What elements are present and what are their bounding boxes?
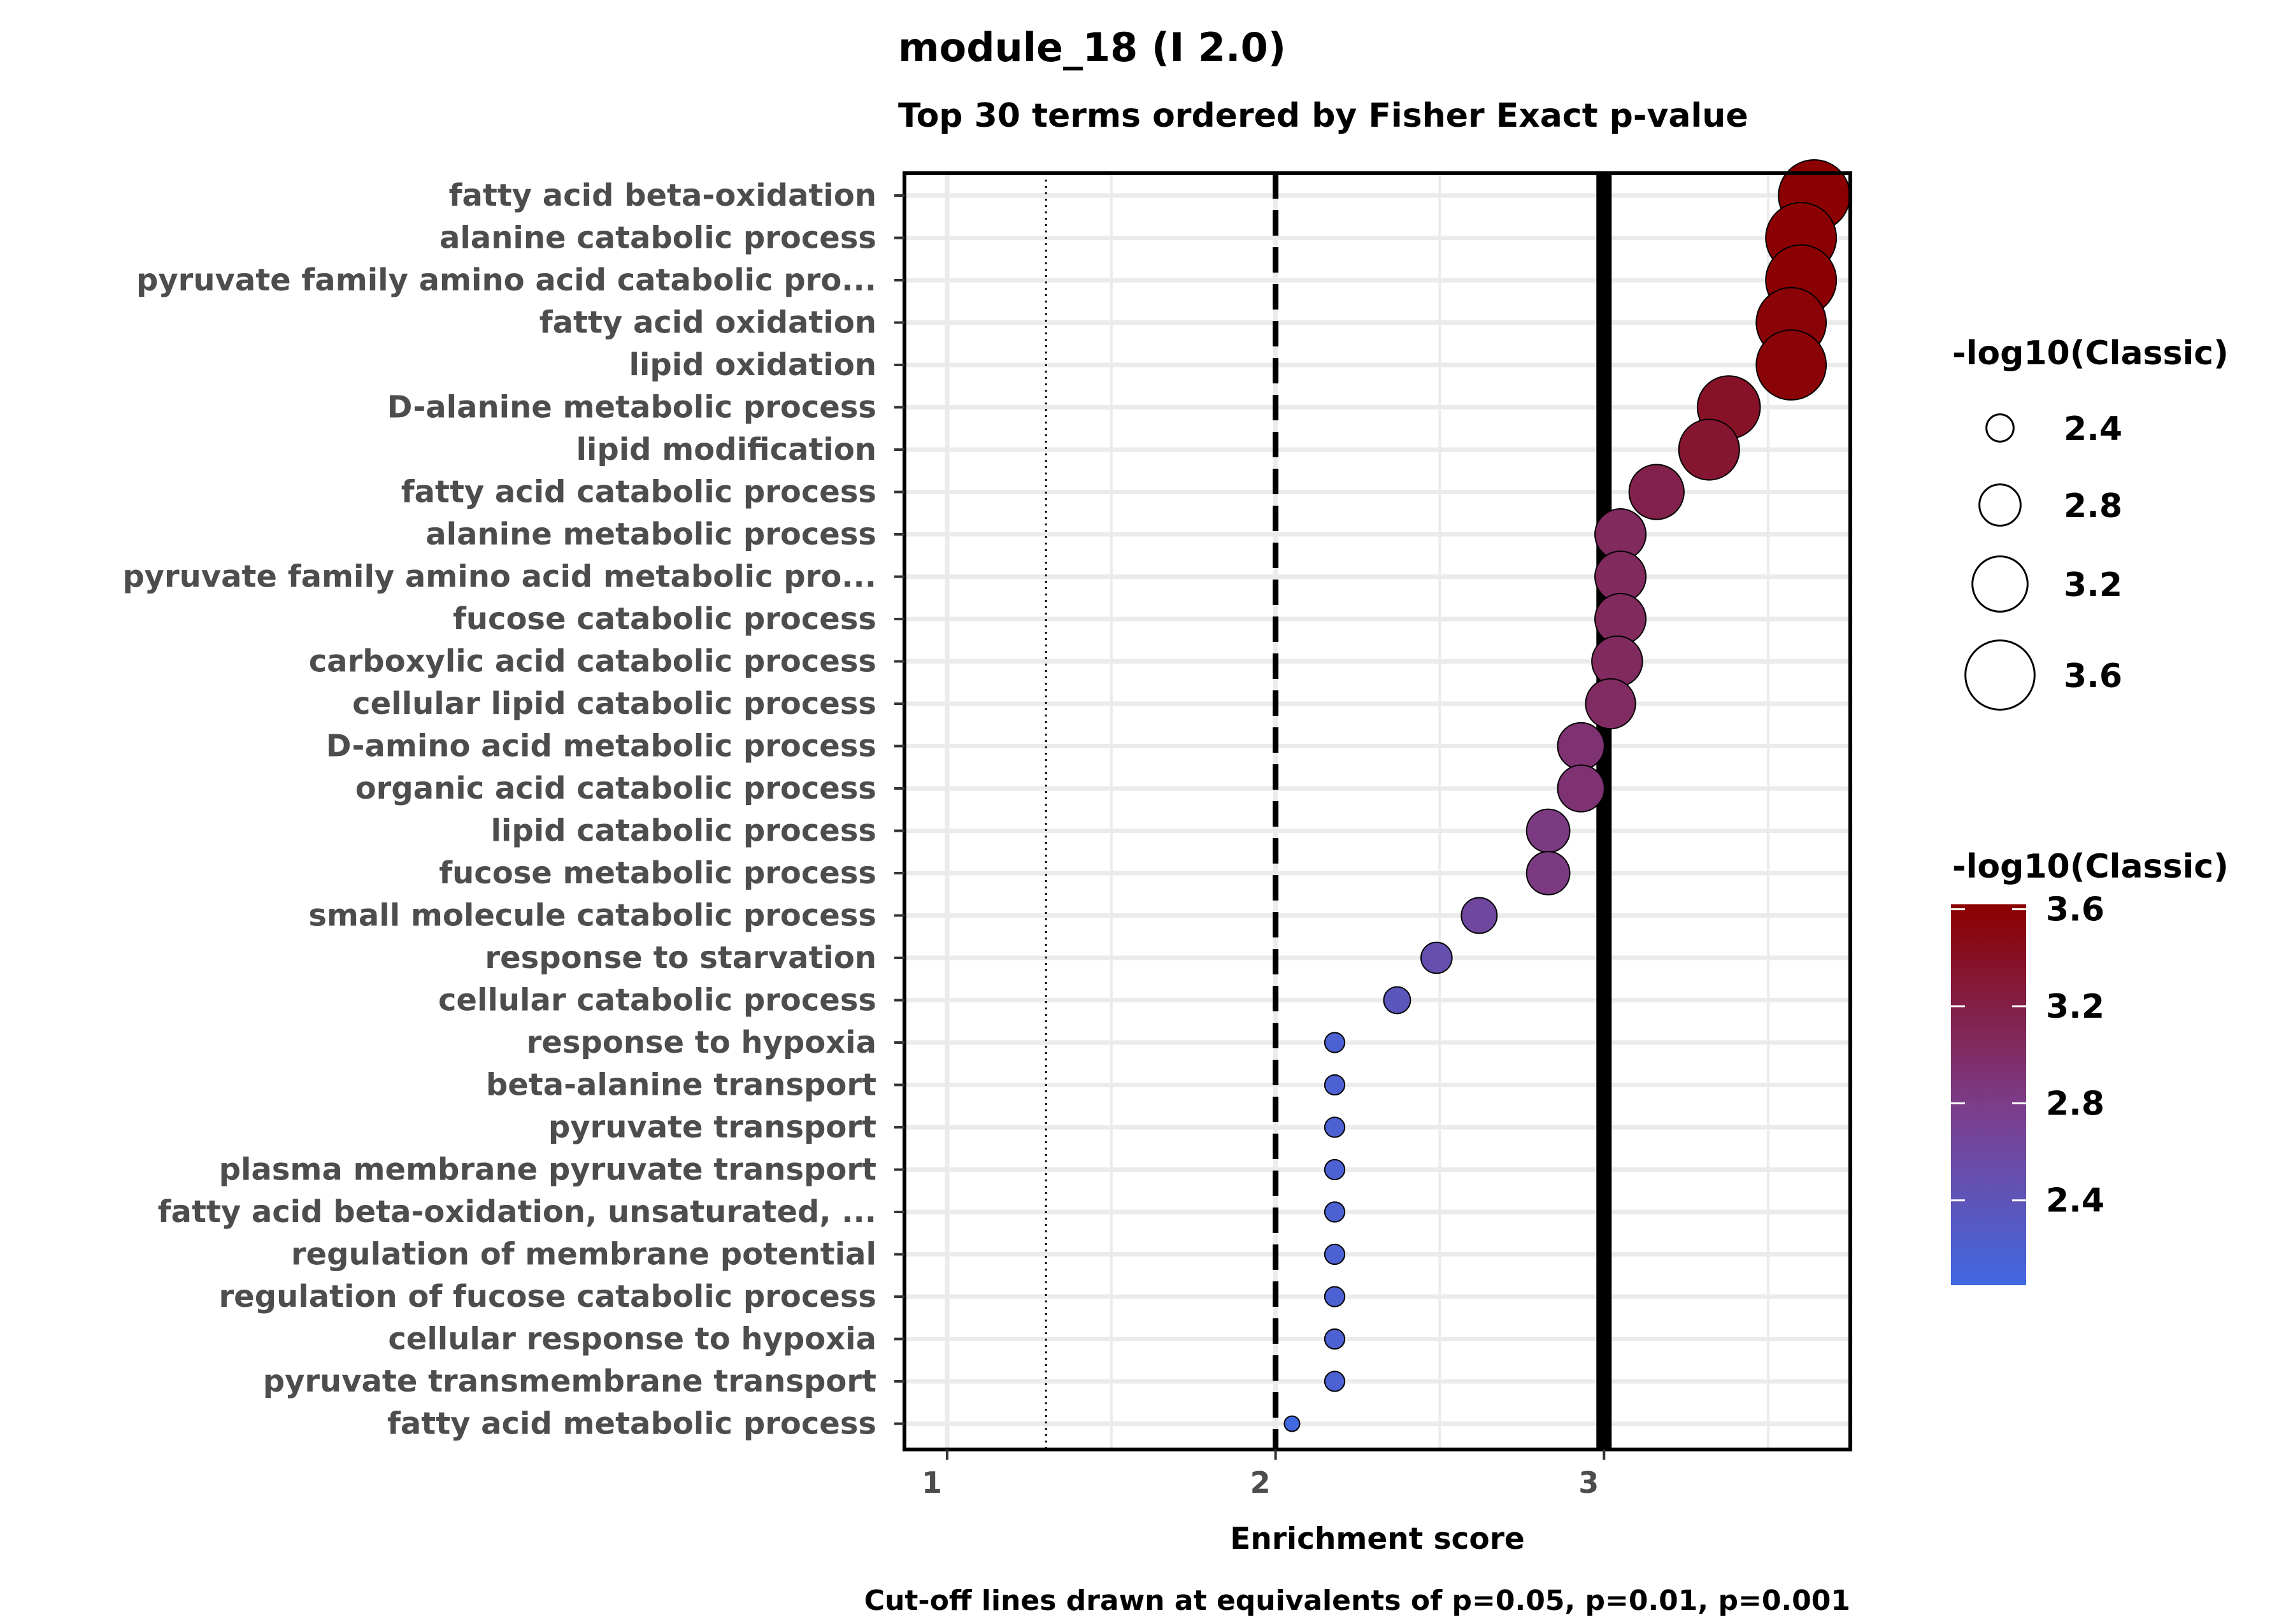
size-legend-title: -log10(Classic)	[1952, 334, 2229, 373]
data-point	[1324, 1328, 1346, 1350]
term-label: fatty acid beta-oxidation	[449, 178, 876, 213]
data-point	[1383, 986, 1411, 1015]
term-label: lipid modification	[576, 432, 876, 467]
colorbar-label: 2.8	[2046, 1085, 2104, 1123]
data-point	[1557, 764, 1605, 813]
color-legend: -log10(Classic) 2.4 2.8 3.2 3.6	[1951, 848, 2229, 1285]
term-label: organic acid catabolic process	[355, 771, 876, 806]
term-label: small molecule catabolic process	[308, 898, 876, 934]
term-label: D-amino acid metabolic process	[326, 729, 876, 764]
colorbar-label: 3.2	[2046, 988, 2104, 1026]
term-label: fatty acid metabolic process	[387, 1406, 876, 1442]
data-point	[1324, 1286, 1346, 1307]
term-label: fatty acid beta-oxidation, unsaturated, …	[158, 1194, 876, 1230]
panel-border	[903, 171, 1852, 1451]
colorbar	[1951, 904, 2026, 1285]
chart-title: module_18 (I 2.0)	[898, 24, 1287, 71]
colorbar-label: 2.4	[2046, 1182, 2104, 1220]
data-point	[1461, 897, 1498, 934]
color-legend-title: -log10(Classic)	[1952, 848, 2229, 886]
size-legend: -log10(Classic) 2.4 2.8 3.2 3.6	[1952, 334, 2229, 711]
data-point	[1324, 1032, 1346, 1053]
data-point	[1324, 1116, 1346, 1138]
cutoff-caption: Cut-off lines drawn at equivalents of p=…	[864, 1585, 1850, 1617]
term-label: beta-alanine transport	[486, 1067, 876, 1103]
term-label: alanine metabolic process	[425, 516, 876, 552]
term-label: pyruvate transport	[548, 1109, 876, 1145]
term-label: pyruvate family amino acid catabolic pro…	[136, 262, 876, 298]
chart-subtitle: Top 30 terms ordered by Fisher Exact p-v…	[898, 97, 1748, 135]
term-label: fatty acid oxidation	[539, 305, 876, 341]
term-label: cellular catabolic process	[438, 983, 876, 1018]
size-legend-circle	[1964, 639, 2036, 711]
term-label: fatty acid catabolic process	[401, 474, 876, 510]
x-tick-label: 2	[1250, 1465, 1271, 1500]
term-label: D-alanine metabolic process	[387, 390, 876, 425]
data-point	[1324, 1243, 1346, 1265]
term-label: plasma membrane pyruvate transport	[219, 1152, 876, 1188]
colorbar-label: 3.6	[2046, 891, 2104, 929]
term-label: carboxylic acid catabolic process	[309, 644, 876, 680]
term-label: response to starvation	[485, 940, 876, 976]
data-point	[1525, 851, 1571, 895]
term-label: lipid catabolic process	[490, 813, 876, 849]
size-legend-circle	[1971, 555, 2029, 613]
cutoff-lines	[1045, 173, 1612, 1449]
size-legend-circle	[1978, 483, 2022, 527]
term-label: cellular lipid catabolic process	[352, 686, 876, 722]
data-point	[1324, 1158, 1346, 1181]
data-point	[1557, 722, 1605, 771]
grid-lines	[904, 173, 1850, 1449]
size-legend-label: 2.4	[2064, 410, 2122, 448]
size-legend-label: 3.2	[2064, 566, 2122, 604]
data-point	[1628, 464, 1685, 520]
term-label: cellular response to hypoxia	[388, 1321, 876, 1357]
x-tick-label: 3	[1578, 1465, 1599, 1500]
data-point	[1283, 1415, 1301, 1432]
term-label: fucose catabolic process	[453, 601, 876, 637]
term-label: fucose metabolic process	[439, 855, 876, 891]
data-point	[1324, 1074, 1346, 1096]
data-points	[1283, 159, 1851, 1432]
x-axis-title: Enrichment score	[1230, 1521, 1525, 1556]
data-point	[1324, 1371, 1346, 1392]
data-point	[1678, 418, 1740, 481]
data-point	[1420, 941, 1453, 974]
term-label: regulation of membrane potential	[291, 1237, 876, 1272]
data-point	[1585, 678, 1636, 730]
panel-background	[904, 173, 1850, 1449]
x-axis: 1 2 3	[922, 1449, 1606, 1500]
size-legend-label: 2.8	[2064, 487, 2122, 525]
size-legend-label: 3.6	[2064, 657, 2122, 695]
y-axis: fatty acid beta-oxidation alanine catabol…	[122, 178, 904, 1442]
data-point	[1525, 808, 1571, 853]
data-point	[1755, 329, 1827, 401]
term-label: lipid oxidation	[629, 347, 876, 383]
x-tick-label: 1	[922, 1465, 942, 1500]
data-point	[1324, 1201, 1346, 1223]
term-label: alanine catabolic process	[439, 220, 876, 256]
term-label: pyruvate transmembrane transport	[263, 1364, 876, 1399]
term-label: response to hypoxia	[527, 1025, 876, 1060]
term-label: pyruvate family amino acid metabolic pro…	[122, 559, 876, 595]
size-legend-circle	[1985, 413, 2015, 443]
term-label: regulation of fucose catabolic process	[219, 1279, 877, 1314]
